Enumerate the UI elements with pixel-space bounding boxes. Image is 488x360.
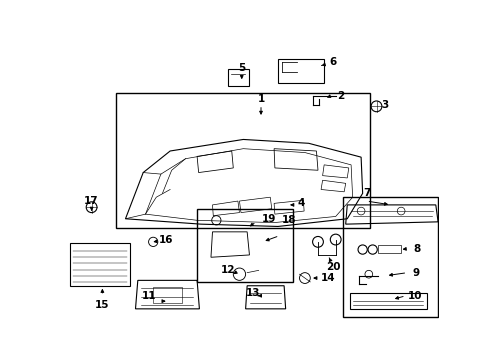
Text: 20: 20 xyxy=(325,261,340,271)
Text: 6: 6 xyxy=(328,58,336,67)
Text: 12: 12 xyxy=(220,265,235,275)
Bar xyxy=(343,197,437,316)
Text: 15: 15 xyxy=(95,300,109,310)
Bar xyxy=(349,293,426,309)
Bar xyxy=(377,245,400,253)
Text: 10: 10 xyxy=(407,291,422,301)
Text: 8: 8 xyxy=(412,244,419,254)
Text: 3: 3 xyxy=(381,100,388,110)
Text: 18: 18 xyxy=(282,215,296,225)
Text: 11: 11 xyxy=(141,291,156,301)
Bar xyxy=(197,209,293,282)
Text: 17: 17 xyxy=(84,196,99,206)
Bar xyxy=(227,69,249,86)
Text: 7: 7 xyxy=(362,188,369,198)
Text: 2: 2 xyxy=(337,91,344,100)
Bar xyxy=(153,287,182,303)
Bar xyxy=(116,93,369,228)
Text: 1: 1 xyxy=(257,94,264,104)
Text: 19: 19 xyxy=(261,214,275,224)
Text: 9: 9 xyxy=(412,268,419,278)
Text: 14: 14 xyxy=(320,273,335,283)
Bar xyxy=(70,243,130,286)
Bar xyxy=(277,59,324,83)
Text: 16: 16 xyxy=(159,235,173,244)
Text: 5: 5 xyxy=(238,63,245,73)
Text: 13: 13 xyxy=(245,288,260,298)
Text: 4: 4 xyxy=(297,198,304,208)
